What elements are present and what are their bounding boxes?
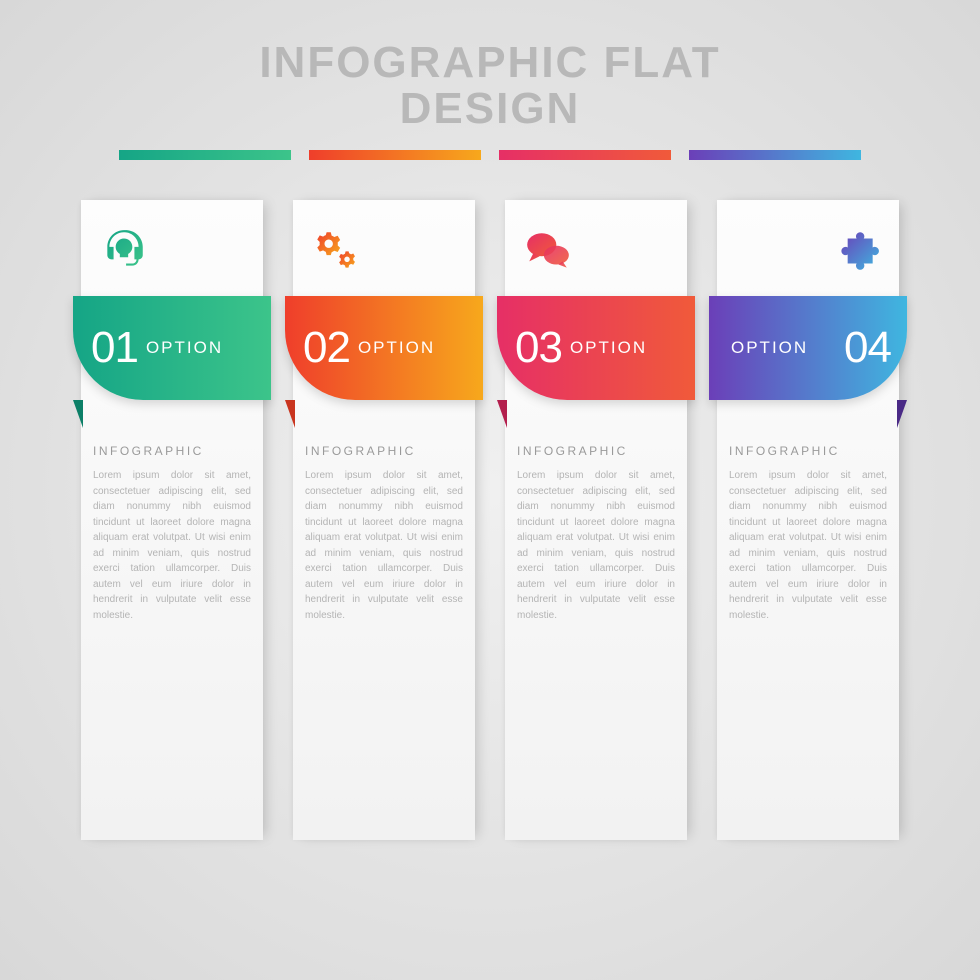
gears-icon xyxy=(309,224,363,278)
option-column-4: 04 OPTION INFOGRAPHIC Lorem ipsum dolor … xyxy=(709,200,907,840)
option-tab-4: 04 OPTION xyxy=(709,296,907,400)
accent-bar-2 xyxy=(309,150,481,160)
fold-4 xyxy=(897,400,907,428)
option-column-3: 03 OPTION INFOGRAPHIC Lorem ipsum dolor … xyxy=(497,200,695,840)
option-column-2: 02 OPTION INFOGRAPHIC Lorem ipsum dolor … xyxy=(285,200,483,840)
fold-3 xyxy=(497,400,507,428)
body-text-3: Lorem ipsum dolor sit amet, consectetuer… xyxy=(517,468,675,623)
body-heading-1: INFOGRAPHIC xyxy=(93,444,251,458)
option-body-2: INFOGRAPHIC Lorem ipsum dolor sit amet, … xyxy=(305,444,463,623)
accent-bar-1 xyxy=(119,150,291,160)
fold-2 xyxy=(285,400,295,428)
title-line-2: DESIGN xyxy=(0,86,980,132)
body-text-2: Lorem ipsum dolor sit amet, consectetuer… xyxy=(305,468,463,623)
accent-bars xyxy=(0,150,980,160)
option-body-3: INFOGRAPHIC Lorem ipsum dolor sit amet, … xyxy=(517,444,675,623)
accent-bar-3 xyxy=(499,150,671,160)
body-text-4: Lorem ipsum dolor sit amet, consectetuer… xyxy=(729,468,887,623)
chat-bubbles-icon xyxy=(521,224,575,278)
option-label-1: OPTION xyxy=(146,338,223,358)
option-label-4: OPTION xyxy=(731,338,808,358)
option-tab-2: 02 OPTION xyxy=(285,296,483,400)
option-tab-3: 03 OPTION xyxy=(497,296,695,400)
option-columns: 01 OPTION INFOGRAPHIC Lorem ipsum dolor … xyxy=(0,200,980,840)
option-body-4: INFOGRAPHIC Lorem ipsum dolor sit amet, … xyxy=(729,444,887,623)
fold-1 xyxy=(73,400,83,428)
main-title: INFOGRAPHIC FLAT DESIGN xyxy=(0,0,980,132)
option-label-3: OPTION xyxy=(570,338,647,358)
puzzle-piece-icon xyxy=(829,224,883,278)
option-number-2: 02 xyxy=(303,323,350,373)
option-tab-1: 01 OPTION xyxy=(73,296,271,400)
option-number-3: 03 xyxy=(515,323,562,373)
body-text-1: Lorem ipsum dolor sit amet, consectetuer… xyxy=(93,468,251,623)
option-column-1: 01 OPTION INFOGRAPHIC Lorem ipsum dolor … xyxy=(73,200,271,840)
option-label-2: OPTION xyxy=(358,338,435,358)
body-heading-4: INFOGRAPHIC xyxy=(729,444,887,458)
support-agent-icon xyxy=(97,224,151,278)
accent-bar-4 xyxy=(689,150,861,160)
title-line-1: INFOGRAPHIC FLAT xyxy=(0,40,980,86)
option-body-1: INFOGRAPHIC Lorem ipsum dolor sit amet, … xyxy=(93,444,251,623)
body-heading-2: INFOGRAPHIC xyxy=(305,444,463,458)
option-number-1: 01 xyxy=(91,323,138,373)
body-heading-3: INFOGRAPHIC xyxy=(517,444,675,458)
option-number-4: 04 xyxy=(844,323,891,373)
